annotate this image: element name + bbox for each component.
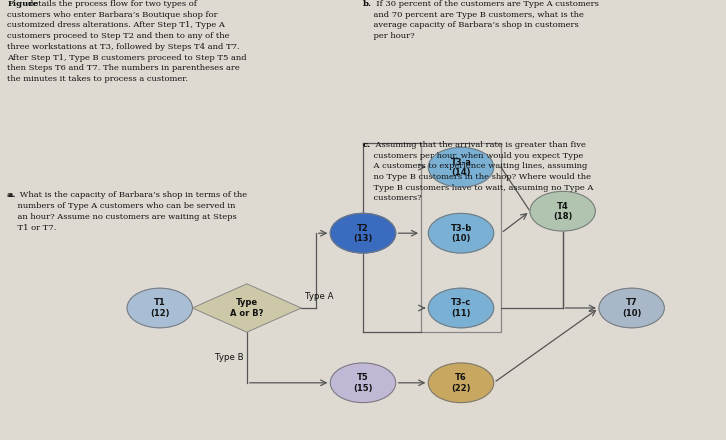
Circle shape [330,363,396,403]
Text: T5
(15): T5 (15) [354,373,372,392]
Polygon shape [192,284,301,332]
Text: b.  If 30 percent of the customers are Type A customers
    and 70 percent are T: b. If 30 percent of the customers are Ty… [363,0,599,40]
Text: T1
(12): T1 (12) [150,298,169,318]
Text: T3-b
(10): T3-b (10) [450,224,472,243]
Text: Figure: Figure [7,0,38,8]
Text: Type B: Type B [215,353,243,362]
Text: b.: b. [363,0,372,8]
Text: Type A: Type A [305,293,333,301]
Circle shape [428,288,494,328]
Text: Type
A or B?: Type A or B? [230,298,264,318]
Text: details the process flow for two types of
customers who enter Barbara’s Boutique: details the process flow for two types o… [7,0,247,83]
Circle shape [428,147,494,187]
Text: c.: c. [363,141,371,149]
Circle shape [530,191,595,231]
Circle shape [599,288,664,328]
Text: T4
(18): T4 (18) [553,202,572,221]
Text: T2
(13): T2 (13) [354,224,372,243]
Text: a.: a. [7,191,16,199]
Circle shape [127,288,192,328]
Text: a.  What is the capacity of Barbara’s shop in terms of the
    numbers of Type A: a. What is the capacity of Barbara’s sho… [7,191,248,231]
Circle shape [330,213,396,253]
Text: c.  Assuming that the arrival rate is greater than five
    customers per hour, : c. Assuming that the arrival rate is gre… [363,141,593,202]
Circle shape [428,363,494,403]
Bar [421,143,501,332]
Text: T3-c
(11): T3-c (11) [451,298,471,318]
Text: T3-a
(14): T3-a (14) [451,158,471,177]
Text: T6
(22): T6 (22) [452,373,470,392]
Circle shape [428,213,494,253]
Text: T7
(10): T7 (10) [622,298,641,318]
